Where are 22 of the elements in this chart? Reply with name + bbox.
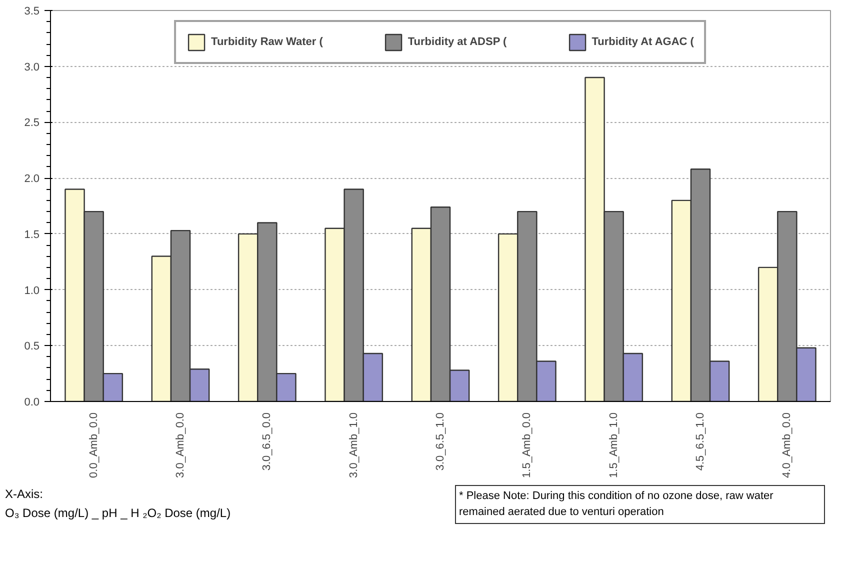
y-tick-label: 1.5 — [24, 228, 40, 241]
y-tick-label: 0.0 — [24, 396, 40, 408]
x-axis-title: X-Axis: O₃ Dose (mg/L) _ pH _ H ₂O₂ Dose (mg/L) — [5, 486, 231, 522]
x-tick-label: 3.0_6.5_1.0 — [434, 412, 446, 471]
y-tick-label: 3.0 — [24, 61, 40, 74]
x-tick-label: 3.0_6.5_0.0 — [261, 412, 274, 471]
x-tick-label: 4.0_Amb_0.0 — [781, 412, 794, 478]
y-tick-label: 2.0 — [24, 173, 40, 186]
x-tick-label: 3.0_Amb_0.0 — [174, 412, 186, 478]
y-tick-label: 2.5 — [24, 117, 40, 130]
x-tick-label: 3.0_Amb_1.0 — [348, 412, 360, 478]
legend-label: Turbidity Raw Water ( — [211, 36, 323, 48]
y-tick-label: 1.0 — [24, 284, 40, 297]
y-tick-label: 0.5 — [24, 340, 40, 353]
x-tick-label: 0.0_Amb_0.0 — [88, 412, 100, 478]
legend-label: Turbidity at ADSP ( — [408, 36, 507, 48]
text: * Please Note: During this condition of no ozone dose, raw water remained aerated due to venturi operation — [455, 485, 825, 524]
legend-label: Turbidity At AGAC ( — [592, 36, 694, 48]
x-tick-label: 1.5_Amb_1.0 — [608, 412, 620, 478]
x-tick-label: 1.5_Amb_0.0 — [521, 412, 534, 478]
y-tick-label: 3.5 — [24, 6, 40, 18]
x-tick-label: 4.5_6.5_1.0 — [694, 412, 706, 471]
